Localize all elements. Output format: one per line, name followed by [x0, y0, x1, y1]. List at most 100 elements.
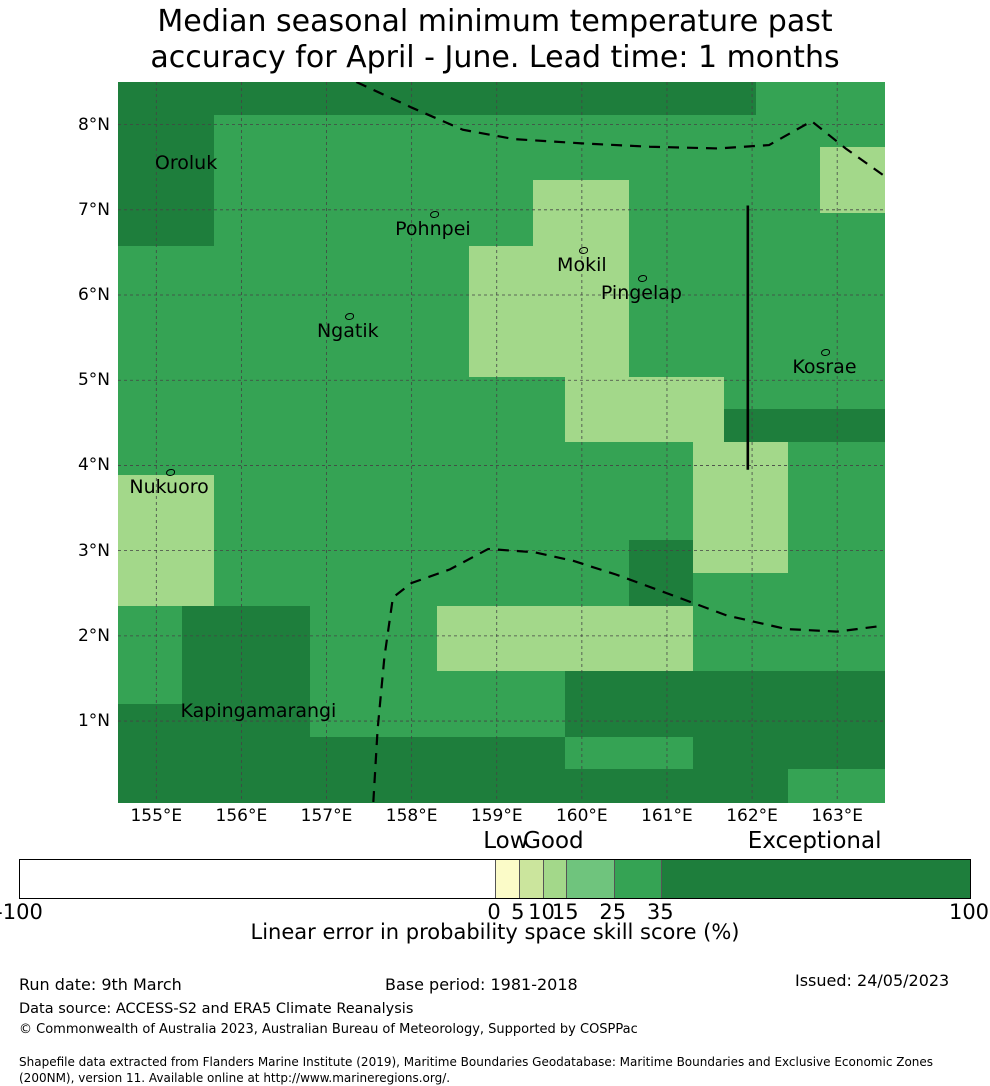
heatmap-cell	[820, 442, 853, 476]
heatmap-cell	[469, 245, 502, 279]
heatmap-cell	[756, 507, 789, 541]
heatmap-cell	[756, 769, 789, 803]
heatmap-cell	[596, 409, 630, 443]
colorbar-tick-label: 100	[948, 900, 990, 924]
heatmap-cell	[405, 736, 438, 770]
heatmap-cell	[756, 343, 789, 378]
heatmap-cell	[277, 114, 311, 149]
heatmap-cell	[469, 769, 502, 803]
heatmap-cell	[692, 409, 726, 443]
heatmap-cell	[596, 474, 630, 509]
heatmap-cell	[149, 474, 183, 509]
heatmap-cell	[852, 605, 885, 639]
colorbar-tick-label: 10	[528, 900, 555, 924]
heatmap-cell	[118, 409, 151, 443]
heatmap-cell	[213, 638, 247, 672]
heatmap-cell	[309, 409, 343, 443]
heatmap-cell	[596, 736, 630, 770]
heatmap-cell	[309, 671, 343, 705]
heatmap-cell	[213, 572, 247, 607]
heatmap-cell	[245, 409, 279, 443]
heatmap-cell	[373, 442, 406, 476]
heatmap-cell	[213, 442, 247, 476]
heatmap-cell	[852, 376, 885, 410]
heatmap-cell	[118, 442, 151, 476]
heatmap-cell	[437, 605, 470, 639]
heatmap-cell	[820, 736, 853, 770]
heatmap-cell	[437, 442, 470, 476]
heatmap-cell	[373, 474, 406, 509]
heatmap-cell	[245, 572, 279, 607]
heatmap-cell	[118, 671, 151, 705]
colorbar-tick-label: 15	[551, 900, 579, 924]
heatmap-cell	[309, 442, 343, 476]
heatmap-cell	[724, 474, 757, 509]
heatmap-cell	[564, 82, 598, 116]
heatmap-cell	[692, 572, 726, 607]
heatmap-cell	[405, 638, 438, 672]
heatmap-cell	[564, 409, 598, 443]
heatmap-cell	[660, 572, 694, 607]
heatmap-cell	[820, 507, 853, 541]
x-tick-label: 155°E	[130, 806, 183, 826]
heatmap-cell	[532, 540, 566, 574]
heatmap-cell	[788, 572, 821, 607]
heatmap-cell	[405, 114, 438, 149]
copyright: © Commonwealth of Australia 2023, Austra…	[19, 1022, 638, 1037]
heatmap-cell	[309, 736, 343, 770]
heatmap-cell	[660, 671, 694, 705]
heatmap-cell	[245, 278, 279, 312]
heatmap-cell	[532, 605, 566, 639]
heatmap-cell	[724, 671, 757, 705]
heatmap-cell	[788, 605, 821, 639]
heatmap-cell	[213, 703, 247, 738]
heatmap-cell	[756, 245, 789, 279]
heatmap-cell	[596, 769, 630, 803]
heatmap-cell	[149, 769, 183, 803]
heatmap-cell	[596, 605, 630, 639]
heatmap-cell	[245, 180, 279, 214]
heatmap-cell	[405, 212, 438, 247]
heatmap-cell	[628, 376, 662, 410]
colorbar-segment	[661, 860, 970, 898]
heatmap-cell	[820, 376, 853, 410]
heatmap-cell	[788, 212, 821, 247]
colorbar	[19, 859, 971, 899]
heatmap-cell	[373, 507, 406, 541]
heatmap-cell	[469, 376, 502, 410]
heatmap-cell	[341, 212, 374, 247]
heatmap-cell	[564, 605, 598, 639]
heatmap-cell	[852, 671, 885, 705]
heatmap-cell	[628, 703, 662, 738]
heatmap-cell	[852, 147, 885, 181]
heatmap-cell	[373, 147, 406, 181]
heatmap-cell	[341, 147, 374, 181]
heatmap-cell	[756, 605, 789, 639]
heatmap-cell	[756, 540, 789, 574]
heatmap-cell	[149, 671, 183, 705]
heatmap-cell	[118, 540, 151, 574]
heatmap-cell	[501, 540, 534, 574]
heatmap-cell	[245, 703, 279, 738]
heatmap-cell	[852, 442, 885, 476]
heatmap-cell	[213, 507, 247, 541]
heatmap-cell	[596, 245, 630, 279]
heatmap-cell	[309, 311, 343, 345]
heatmap-cell	[437, 180, 470, 214]
heatmap-cell	[149, 507, 183, 541]
heatmap-cell	[596, 147, 630, 181]
y-tick-label: 1°N	[77, 711, 110, 732]
heatmap-cell	[788, 180, 821, 214]
heatmap-cell	[118, 147, 151, 181]
heatmap-cell	[181, 82, 215, 116]
heatmap-cell	[181, 114, 215, 149]
heatmap-cell	[724, 703, 757, 738]
heatmap-cell	[852, 180, 885, 214]
heatmap-cell	[532, 736, 566, 770]
colorbar-tick-label: 35	[646, 900, 674, 924]
heatmap-cell	[628, 409, 662, 443]
heatmap-cell	[628, 180, 662, 214]
heatmap-cell	[788, 442, 821, 476]
heatmap-cell	[724, 114, 757, 149]
heatmap-cell	[692, 736, 726, 770]
